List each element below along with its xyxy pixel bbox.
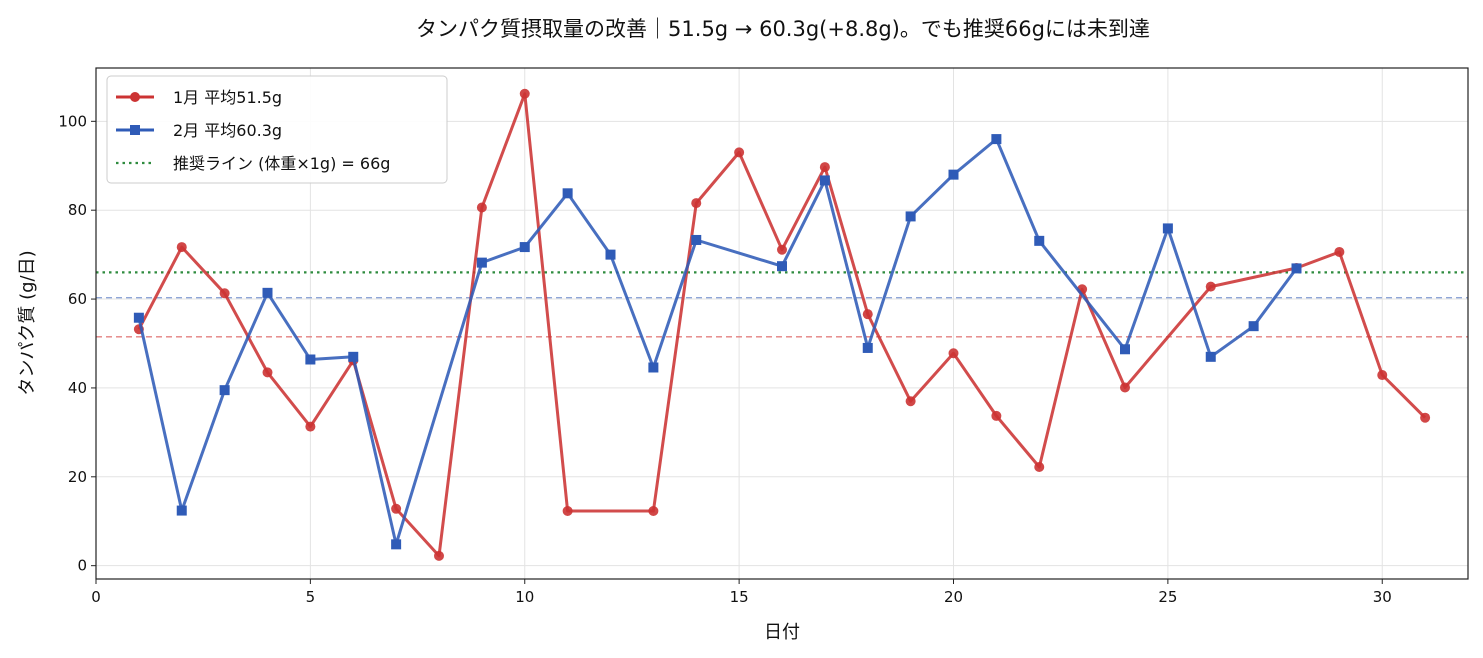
y-tick-label: 40 — [68, 379, 87, 397]
legend-label: 1月 平均51.5g — [173, 88, 282, 107]
y-tick-label: 0 — [77, 557, 87, 575]
data-point — [734, 147, 745, 158]
data-point — [262, 287, 273, 298]
data-point — [176, 242, 187, 253]
x-axis-label: 日付 — [764, 622, 800, 643]
data-point — [476, 202, 487, 213]
data-point — [1120, 382, 1130, 393]
data-point — [1034, 235, 1045, 246]
data-point — [648, 506, 659, 517]
data-point — [1248, 321, 1259, 332]
data-point — [562, 188, 573, 199]
data-point — [691, 234, 702, 245]
data-point — [948, 169, 959, 180]
data-point — [905, 396, 916, 407]
data-point — [262, 367, 273, 378]
data-point — [1291, 263, 1302, 274]
reference-lines — [96, 271, 1468, 338]
data-point — [1205, 351, 1216, 362]
x-tick-label: 10 — [515, 588, 534, 606]
y-tick-label: 100 — [58, 112, 87, 130]
data-point — [519, 88, 530, 99]
data-point — [991, 410, 1002, 421]
data-point — [691, 198, 702, 209]
x-tick-label: 15 — [730, 588, 749, 606]
series-line — [137, 92, 1427, 558]
data-point — [391, 539, 402, 550]
legend-marker — [130, 125, 140, 135]
x-tick-label: 25 — [1158, 588, 1177, 606]
data-point — [777, 244, 787, 255]
data-point — [948, 348, 959, 359]
data-point — [1377, 370, 1388, 381]
data-point — [219, 385, 230, 396]
data-point — [219, 288, 230, 299]
data-point — [133, 312, 144, 323]
data-point — [862, 309, 873, 320]
y-axis: 0 20 40 60 80 100 — [58, 112, 96, 575]
series-layer — [133, 88, 1431, 561]
data-point — [905, 211, 916, 222]
data-point — [391, 503, 402, 514]
data-point — [176, 505, 187, 516]
legend-marker — [130, 92, 140, 102]
legend-label: 推奨ライン (体重×1g) = 66g — [173, 154, 390, 173]
data-point — [1120, 344, 1130, 355]
data-point — [1205, 281, 1216, 292]
data-point — [1162, 223, 1173, 234]
x-tick-label: 20 — [944, 588, 963, 606]
data-point — [562, 506, 573, 517]
data-point — [605, 249, 616, 260]
grid — [95, 68, 1468, 579]
x-tick-label: 30 — [1373, 588, 1392, 606]
data-point — [648, 362, 659, 373]
legend-label: 2月 平均60.3g — [173, 121, 282, 140]
data-point — [519, 242, 530, 253]
data-point — [991, 134, 1002, 145]
data-point — [819, 162, 830, 173]
y-axis-label: タンパク質 (g/日) — [17, 250, 38, 395]
data-point — [1034, 462, 1045, 473]
y-tick-label: 60 — [68, 290, 87, 308]
legend-box — [106, 75, 448, 184]
legend: 1月 平均51.5g 2月 平均60.3g 推奨ライン (体重×1g) = 66g — [106, 75, 448, 184]
y-tick-label: 20 — [68, 468, 87, 486]
data-point — [476, 257, 487, 268]
data-point — [348, 351, 359, 362]
data-point — [434, 550, 444, 561]
data-point — [819, 175, 830, 186]
y-tick-label: 80 — [68, 201, 87, 219]
data-point — [862, 342, 873, 353]
legend-item: 推奨ライン (体重×1g) = 66g — [116, 154, 390, 173]
series-2 — [133, 134, 1302, 550]
chart-title: タンパク質摂取量の改善｜51.5g → 60.3g(+8.8g)。でも推奨66g… — [416, 17, 1150, 41]
data-point — [1334, 246, 1345, 257]
x-axis: 0 5 10 15 20 25 30 — [91, 579, 1392, 606]
legend-item: 1月 平均51.5g — [116, 88, 282, 107]
x-tick-label: 0 — [91, 588, 101, 606]
series-line — [137, 137, 1298, 546]
legend-item: 2月 平均60.3g — [116, 121, 282, 140]
plot-frame — [95, 67, 1469, 580]
data-point — [305, 354, 316, 365]
data-point — [1420, 412, 1431, 423]
x-tick-label: 5 — [306, 588, 316, 606]
data-point — [305, 421, 316, 432]
data-point — [777, 261, 787, 272]
